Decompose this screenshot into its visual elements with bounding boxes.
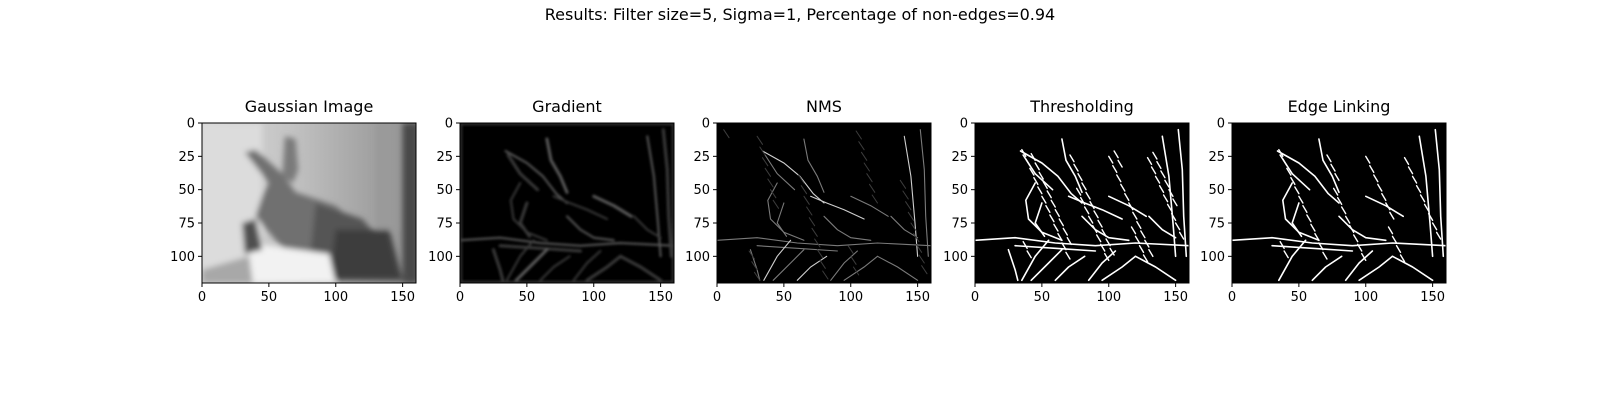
x-tick-label: 150 xyxy=(1420,290,1445,305)
y-tick-label: 75 xyxy=(693,217,710,232)
y-tick-label: 25 xyxy=(436,150,453,165)
y-tick-label: 0 xyxy=(702,117,710,132)
panel-title: Thresholding xyxy=(1029,97,1134,116)
x-tick-label: 100 xyxy=(1353,290,1378,305)
x-tick-label: 50 xyxy=(1034,290,1051,305)
x-tick-label: 50 xyxy=(776,290,793,305)
panel-image-thresholding xyxy=(975,123,1189,283)
y-tick-label: 0 xyxy=(445,117,453,132)
x-tick-label: 150 xyxy=(648,290,673,305)
x-tick-label: 50 xyxy=(1291,290,1308,305)
x-tick-label: 50 xyxy=(519,290,536,305)
y-tick-label: 75 xyxy=(1208,217,1225,232)
y-tick-label: 25 xyxy=(693,150,710,165)
x-tick-label: 150 xyxy=(905,290,930,305)
panel-title: Edge Linking xyxy=(1288,97,1391,116)
panel-thresholding: 0 50 100 150 0 25 50 75 100 Thresholding xyxy=(943,97,1190,305)
x-tick-label: 0 xyxy=(1228,290,1236,305)
panel-image-nms xyxy=(717,123,931,283)
y-tick-label: 50 xyxy=(951,183,968,198)
x-tick-label: 100 xyxy=(581,290,606,305)
axes-frame xyxy=(716,122,932,284)
y-tick-label: 50 xyxy=(178,183,195,198)
panel-title: NMS xyxy=(806,97,842,116)
x-tick-label: 150 xyxy=(390,290,415,305)
panel-gaussian: 0 50 100 150 0 25 50 75 100 Gaussian Image xyxy=(170,97,417,305)
x-tick-label: 100 xyxy=(838,290,863,305)
y-tick-label: 75 xyxy=(178,217,195,232)
x-tick-label: 0 xyxy=(713,290,721,305)
panel-image-edge-linking xyxy=(1232,123,1446,283)
y-tick-label: 100 xyxy=(943,250,968,265)
y-tick-label: 100 xyxy=(428,250,453,265)
axes-frame xyxy=(1231,122,1447,284)
y-tick-label: 25 xyxy=(178,150,195,165)
y-tick-label: 0 xyxy=(1217,117,1225,132)
y-tick-label: 0 xyxy=(960,117,968,132)
panel-gradient: 0 50 100 150 0 25 50 75 100 Gradient xyxy=(428,97,675,305)
y-tick-label: 0 xyxy=(187,117,195,132)
figure-suptitle: Results: Filter size=5, Sigma=1, Percent… xyxy=(544,5,1056,24)
y-tick-label: 100 xyxy=(170,250,195,265)
y-tick-label: 25 xyxy=(1208,150,1225,165)
panel-image-gradient xyxy=(460,123,674,283)
y-tick-label: 50 xyxy=(693,183,710,198)
x-tick-label: 0 xyxy=(971,290,979,305)
y-tick-label: 100 xyxy=(1200,250,1225,265)
axes-frame xyxy=(201,122,417,284)
axes-frame xyxy=(459,122,675,284)
y-tick-label: 50 xyxy=(436,183,453,198)
x-tick-label: 100 xyxy=(1096,290,1121,305)
y-tick-label: 75 xyxy=(436,217,453,232)
x-tick-label: 0 xyxy=(456,290,464,305)
panel-edge-linking: 0 50 100 150 0 25 50 75 100 Edge Linking xyxy=(1200,97,1447,305)
y-tick-label: 100 xyxy=(685,250,710,265)
y-tick-label: 75 xyxy=(951,217,968,232)
y-tick-label: 50 xyxy=(1208,183,1225,198)
panel-image-gaussian xyxy=(202,123,416,283)
x-tick-label: 100 xyxy=(323,290,348,305)
panel-title: Gaussian Image xyxy=(245,97,374,116)
x-tick-label: 0 xyxy=(198,290,206,305)
x-tick-label: 50 xyxy=(261,290,278,305)
panel-title: Gradient xyxy=(532,97,602,116)
x-tick-label: 150 xyxy=(1163,290,1188,305)
y-tick-label: 25 xyxy=(951,150,968,165)
axes-frame xyxy=(974,122,1190,284)
panel-nms: 0 50 100 150 0 25 50 75 100 NMS xyxy=(685,97,932,305)
